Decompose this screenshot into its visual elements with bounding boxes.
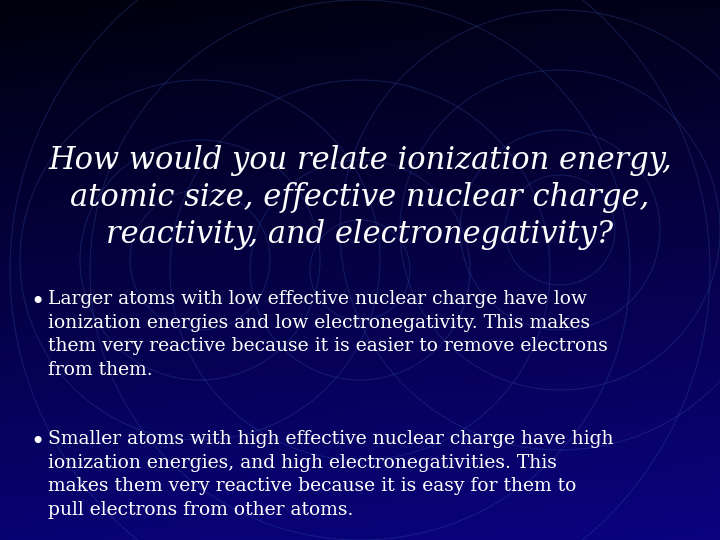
Text: Larger atoms with low effective nuclear charge have low
ionization energies and : Larger atoms with low effective nuclear …	[48, 290, 608, 379]
Text: •: •	[30, 430, 44, 454]
Text: How would you relate ionization energy,
atomic size, effective nuclear charge,
r: How would you relate ionization energy, …	[48, 145, 672, 250]
Text: Smaller atoms with high effective nuclear charge have high
ionization energies, : Smaller atoms with high effective nuclea…	[48, 430, 613, 519]
Text: •: •	[30, 290, 44, 314]
